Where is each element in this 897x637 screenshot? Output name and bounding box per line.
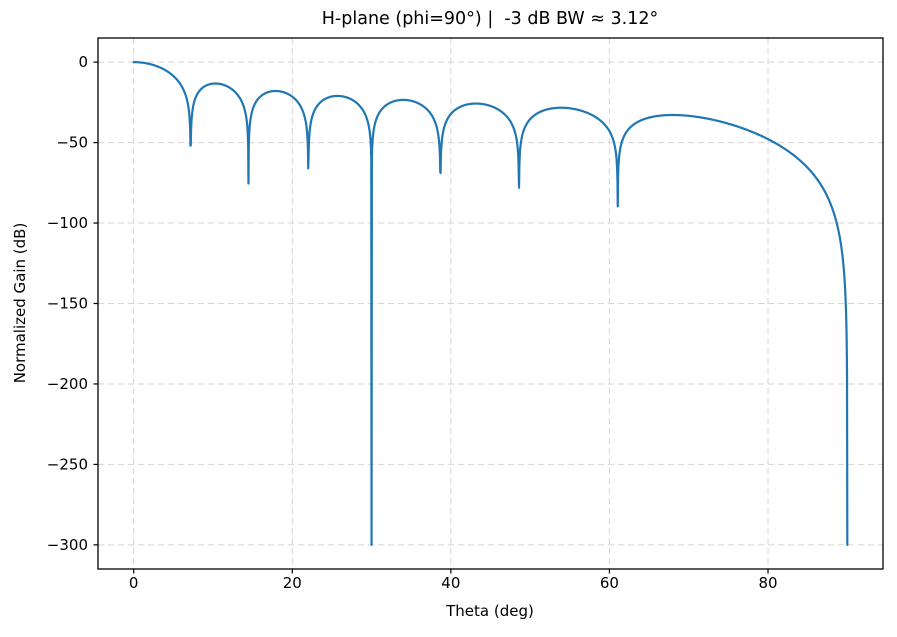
y-tick-label: −300: [47, 536, 88, 554]
x-tick-label: 20: [283, 574, 302, 592]
y-tick-label: −50: [56, 134, 88, 152]
y-tick-label: 0: [78, 53, 88, 71]
y-tick-label: −200: [47, 375, 88, 393]
x-tick-label: 60: [600, 574, 619, 592]
y-tick-label: −150: [47, 295, 88, 313]
x-tick-label: 40: [441, 574, 460, 592]
chart-title: H-plane (phi=90°) | -3 dB BW ≈ 3.12°: [321, 9, 659, 29]
x-axis-label: Theta (deg): [446, 602, 534, 620]
y-axis-label: Normalized Gain (dB): [11, 222, 29, 384]
x-tick-label: 0: [129, 574, 139, 592]
x-tick-label: 80: [758, 574, 777, 592]
y-tick-label: −250: [47, 455, 88, 473]
gain-curve-line: [132, 61, 849, 546]
y-tick-label: −100: [47, 214, 88, 232]
